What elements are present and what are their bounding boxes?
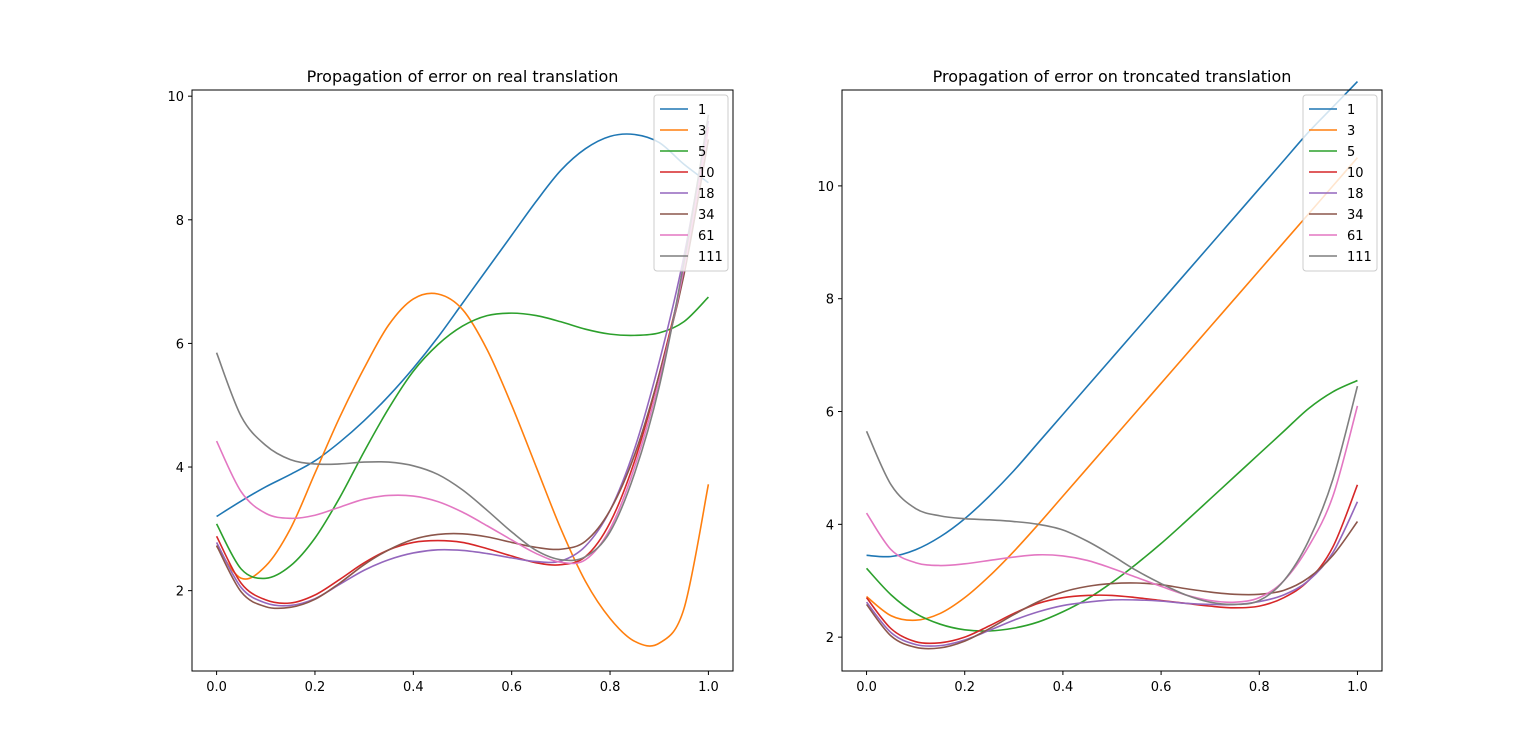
chart-title: Propagation of error on troncated transl… (933, 67, 1292, 86)
x-tick-label: 0.0 (856, 680, 877, 695)
legend-label: 61 (698, 229, 715, 244)
series-line-5 (215, 296, 709, 580)
legend: 1 3 5 10 18 34 61 111 (1302, 94, 1378, 272)
y-tick-label: 6 (176, 337, 184, 352)
y-tick-label: 10 (167, 90, 184, 105)
x-tick-label: 1.0 (698, 680, 719, 695)
series-line-3 (866, 157, 1359, 622)
x-tick-label: 0.8 (1249, 680, 1270, 695)
legend-label: 10 (698, 166, 715, 181)
series-line-1 (216, 133, 709, 518)
legend-label: 1 (698, 103, 706, 118)
legend-label: 3 (1347, 124, 1355, 139)
series-line-111 (215, 114, 710, 562)
series-line-10 (865, 484, 1359, 645)
legend-label: 10 (1347, 166, 1364, 181)
legend-label: 1 (1347, 103, 1355, 118)
legend-label: 18 (1347, 187, 1364, 202)
legend-box (653, 94, 729, 272)
legend-label: 111 (698, 250, 723, 265)
axes-frame (191, 89, 734, 672)
real-translation-panel: Propagation of error on real translation… (167, 67, 734, 695)
y-tick-label: 6 (826, 406, 834, 421)
x-tick-label: 0.4 (403, 680, 424, 695)
series-line-10 (215, 126, 710, 605)
x-tick-label: 0.2 (305, 680, 326, 695)
axes-frame (841, 89, 1383, 672)
y-tick-label: 4 (176, 461, 184, 476)
legend: 1 3 5 10 18 34 61 111 (653, 94, 729, 272)
legend-label: 34 (698, 208, 715, 223)
y-tick-label: 4 (826, 518, 834, 533)
legend-label: 34 (1347, 208, 1364, 223)
x-tick-label: 1.0 (1347, 680, 1368, 695)
y-tick-label: 2 (826, 631, 834, 646)
plot-area: 0.0 0.2 0.4 0.6 0.8 1.0 2 4 6 8 10 (167, 90, 718, 695)
x-tick-label: 0.6 (501, 680, 522, 695)
y-tick-label: 8 (826, 293, 834, 308)
series-line-18 (215, 120, 710, 607)
series-line-34 (215, 139, 710, 610)
legend-box (1302, 94, 1378, 272)
y-tick-label: 10 (817, 180, 834, 195)
series-line-34 (865, 521, 1359, 650)
legend-label: 111 (1347, 250, 1372, 265)
x-tick-label: 0.4 (1053, 680, 1074, 695)
x-tick-label: 0.0 (206, 680, 227, 695)
truncated-translation-panel: Propagation of error on troncated transl… (817, 67, 1383, 695)
series-line-61 (215, 126, 710, 565)
y-tick-label: 8 (176, 214, 184, 229)
series-line-3 (215, 292, 710, 647)
x-tick-label: 0.8 (600, 680, 621, 695)
series-line-18 (865, 501, 1359, 647)
legend-label: 5 (698, 145, 706, 160)
y-tick-label: 2 (176, 585, 184, 600)
legend-label: 5 (1347, 145, 1355, 160)
legend-label: 18 (698, 187, 715, 202)
plot-area: 0.0 0.2 0.4 0.6 0.8 1.0 2 4 6 8 10 (817, 80, 1368, 695)
series-line-1 (866, 80, 1359, 558)
x-tick-label: 0.2 (954, 680, 975, 695)
legend-label: 3 (698, 124, 706, 139)
series-line-111 (865, 385, 1359, 606)
chart-title: Propagation of error on real translation (307, 67, 619, 86)
x-tick-label: 0.6 (1151, 680, 1172, 695)
legend-label: 61 (1347, 229, 1364, 244)
series-line-5 (865, 379, 1358, 632)
